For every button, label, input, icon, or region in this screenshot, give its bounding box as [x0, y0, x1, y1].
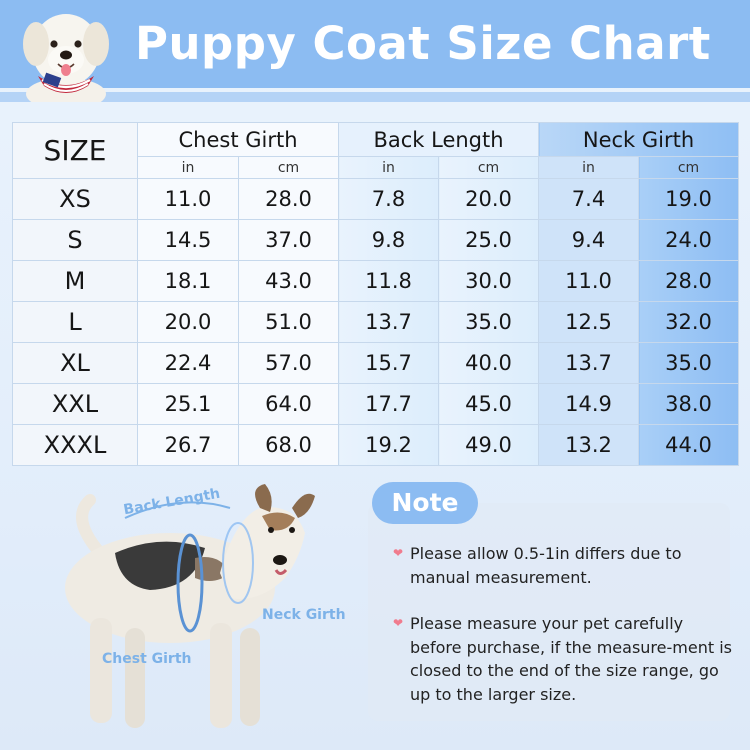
back-cm-cell: 35.0 [438, 301, 539, 343]
back-cm-cell: 49.0 [438, 424, 539, 466]
neck-cm-cell: 24.0 [637, 219, 740, 261]
chest-cm-cell: 64.0 [238, 383, 339, 425]
chest-cm-unit: cm [238, 156, 339, 179]
table-row: L 20.0 51.0 13.7 35.0 12.5 32.0 [12, 301, 740, 343]
neck-girth-header: Neck Girth [537, 122, 740, 157]
neck-girth-label: Neck Girth [262, 607, 346, 623]
back-cm-cell: 20.0 [438, 178, 539, 220]
size-chart-table: SIZE Chest Girth Back Length Neck Girth … [12, 122, 740, 466]
chest-in-cell: 20.0 [137, 301, 239, 343]
chest-in-cell: 11.0 [137, 178, 239, 220]
size-cell: M [12, 260, 138, 302]
page-title: Puppy Coat Size Chart [135, 17, 711, 70]
heart-bullet-icon: ❤ [393, 546, 404, 560]
chest-girth-label: Chest Girth [102, 651, 192, 667]
chest-in-cell: 14.5 [137, 219, 239, 261]
table-row: XXL 25.1 64.0 17.7 45.0 14.9 38.0 [12, 383, 740, 425]
chest-cm-cell: 37.0 [238, 219, 339, 261]
neck-in-cell: 11.0 [538, 260, 639, 302]
back-in-unit: in [338, 156, 439, 179]
neck-cm-cell: 38.0 [637, 383, 740, 425]
size-cell: XS [12, 178, 138, 220]
note-item: ❤ Please measure your pet carefully befo… [393, 612, 733, 704]
chest-in-cell: 26.7 [137, 424, 239, 466]
chest-in-unit: in [137, 156, 239, 179]
note-item-text: Please allow 0.5-1in differs due to manu… [410, 544, 682, 587]
back-cm-cell: 40.0 [438, 342, 539, 384]
neck-in-cell: 12.5 [538, 301, 639, 343]
neck-in-cell: 7.4 [538, 178, 639, 220]
neck-cm-cell: 44.0 [637, 424, 740, 466]
chest-cm-cell: 68.0 [238, 424, 339, 466]
back-in-cell: 19.2 [338, 424, 439, 466]
table-row: S 14.5 37.0 9.8 25.0 9.4 24.0 [12, 219, 740, 261]
note-item-text: Please measure your pet carefully before… [410, 614, 732, 704]
chest-in-cell: 25.1 [137, 383, 239, 425]
heart-bullet-icon: ❤ [393, 616, 404, 630]
size-cell: XXL [12, 383, 138, 425]
size-cell: S [12, 219, 138, 261]
table-row: XS 11.0 28.0 7.8 20.0 7.4 19.0 [12, 178, 740, 220]
back-in-cell: 13.7 [338, 301, 439, 343]
table-header-row: SIZE Chest Girth Back Length Neck Girth [12, 122, 740, 179]
chest-cm-cell: 43.0 [238, 260, 339, 302]
note-panel [368, 503, 730, 721]
header-underline [0, 92, 750, 102]
size-cell: XL [12, 342, 138, 384]
back-in-cell: 11.8 [338, 260, 439, 302]
size-cell: XXXL [12, 424, 138, 466]
note-item: ❤ Please allow 0.5-1in differs due to ma… [393, 542, 733, 587]
back-length-header: Back Length [338, 122, 539, 157]
neck-cm-cell: 19.0 [637, 178, 740, 220]
neck-cm-cell: 32.0 [637, 301, 740, 343]
neck-cm-cell: 28.0 [637, 260, 740, 302]
neck-in-cell: 9.4 [538, 219, 639, 261]
fox-terrier-photo [65, 484, 315, 728]
chest-in-cell: 18.1 [137, 260, 239, 302]
size-cell: L [12, 301, 138, 343]
back-in-cell: 17.7 [338, 383, 439, 425]
puppy-photo [23, 14, 109, 102]
chest-cm-cell: 28.0 [238, 178, 339, 220]
table-row: XL 22.4 57.0 15.7 40.0 13.7 35.0 [12, 342, 740, 384]
back-cm-cell: 30.0 [438, 260, 539, 302]
neck-in-cell: 13.2 [538, 424, 639, 466]
header-banner [0, 0, 750, 88]
back-cm-unit: cm [438, 156, 539, 179]
neck-in-cell: 14.9 [538, 383, 639, 425]
size-column-header: SIZE [12, 122, 138, 179]
table-row: M 18.1 43.0 11.8 30.0 11.0 28.0 [12, 260, 740, 302]
back-cm-cell: 25.0 [438, 219, 539, 261]
back-in-cell: 7.8 [338, 178, 439, 220]
neck-cm-cell: 35.0 [637, 342, 740, 384]
back-in-cell: 15.7 [338, 342, 439, 384]
neck-cm-unit: cm [637, 156, 740, 179]
back-cm-cell: 45.0 [438, 383, 539, 425]
back-in-cell: 9.8 [338, 219, 439, 261]
neck-in-cell: 13.7 [538, 342, 639, 384]
table-unit-row: in cm in cm in cm [13, 156, 740, 179]
chest-in-cell: 22.4 [137, 342, 239, 384]
chest-girth-header: Chest Girth [137, 122, 339, 157]
chest-cm-cell: 57.0 [238, 342, 339, 384]
note-title-badge: Note [372, 482, 478, 524]
table-row: XXXL 26.7 68.0 19.2 49.0 13.2 44.0 [12, 424, 740, 466]
chest-cm-cell: 51.0 [238, 301, 339, 343]
neck-in-unit: in [538, 156, 639, 179]
